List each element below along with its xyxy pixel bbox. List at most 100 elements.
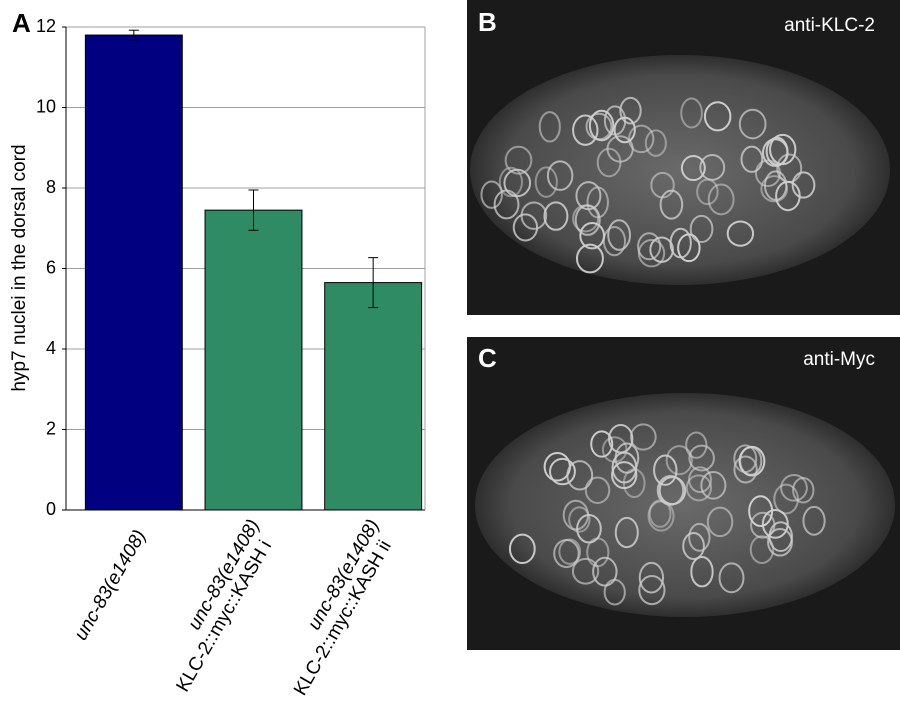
nucleus xyxy=(575,181,602,211)
nucleus xyxy=(700,471,727,500)
micrograph: B anti-KLC-2 xyxy=(467,0,900,315)
nucleus xyxy=(665,445,693,476)
nucleus xyxy=(791,171,816,199)
nucleus xyxy=(592,556,618,587)
nucleus xyxy=(707,183,735,216)
nucleus xyxy=(628,124,655,154)
nucleus xyxy=(685,431,708,459)
nucleus xyxy=(607,219,632,251)
nucleus xyxy=(754,159,782,188)
nucleus xyxy=(688,522,711,552)
image-label: anti-Myc xyxy=(803,349,875,370)
nucleus xyxy=(534,166,558,198)
nucleus xyxy=(575,243,604,274)
nucleus xyxy=(611,451,638,484)
nucleus xyxy=(543,452,571,482)
nucleus xyxy=(538,111,561,143)
nucleus xyxy=(543,201,569,231)
nucleus xyxy=(613,116,636,144)
nucleus xyxy=(718,562,745,594)
nucleus xyxy=(603,578,626,606)
nucleus xyxy=(512,213,539,242)
nucleus xyxy=(568,506,591,533)
nucleus xyxy=(726,220,755,247)
nucleus xyxy=(739,446,763,476)
nucleus xyxy=(601,436,628,463)
nucleus xyxy=(571,557,600,585)
nucleus xyxy=(685,474,713,502)
nucleus xyxy=(776,153,803,183)
error-bar xyxy=(128,29,139,41)
nucleus xyxy=(602,225,627,257)
nucleus xyxy=(682,532,705,561)
nucleus xyxy=(761,509,789,539)
nucleus xyxy=(689,214,714,244)
nucleus xyxy=(762,138,789,167)
nucleus xyxy=(546,160,574,191)
y-axis-label: hyp7 nuclei in the dorsal cord xyxy=(9,144,30,391)
y-tick-label: 4 xyxy=(46,338,56,358)
nucleus xyxy=(688,466,712,494)
nucleus xyxy=(611,461,638,490)
bar xyxy=(84,34,183,511)
nucleus xyxy=(767,527,793,557)
nucleus xyxy=(638,561,665,594)
x-tick-label: unc-83(e1408) xyxy=(71,527,151,645)
panel-letter: C xyxy=(478,343,497,373)
y-tick-label: 8 xyxy=(46,177,56,197)
nucleus xyxy=(498,166,523,198)
nucleus xyxy=(677,233,701,263)
y-tick-label: 12 xyxy=(36,16,56,36)
nucleus xyxy=(649,236,674,263)
bar xyxy=(324,282,423,511)
nucleus xyxy=(680,155,706,182)
nucleus xyxy=(703,101,732,132)
nucleus xyxy=(802,505,826,536)
panel-letter: A xyxy=(12,8,31,38)
micrograph: C anti-Myc xyxy=(467,337,900,650)
nucleus xyxy=(619,96,642,125)
nucleus xyxy=(520,201,548,230)
nucleus xyxy=(549,457,576,486)
nucleus xyxy=(614,516,639,549)
error-bar xyxy=(248,189,259,231)
panel-letter: B xyxy=(478,7,497,37)
nucleus xyxy=(750,511,776,539)
nucleus xyxy=(738,108,767,140)
nucleus xyxy=(647,500,675,532)
y-tick-label: 10 xyxy=(36,96,56,116)
nucleus xyxy=(706,506,734,538)
nucleus xyxy=(572,114,599,146)
nucleus xyxy=(638,575,666,606)
nucleus xyxy=(508,533,536,565)
nucleus xyxy=(690,556,714,588)
nucleus xyxy=(688,444,715,472)
nucleus xyxy=(553,538,580,569)
embryo xyxy=(470,55,890,285)
nucleus xyxy=(749,535,775,564)
nucleus xyxy=(584,476,611,504)
y-tick-label: 2 xyxy=(46,418,56,438)
nucleus xyxy=(576,513,602,544)
nucleus xyxy=(504,145,533,175)
nucleus xyxy=(780,474,808,502)
nucleus xyxy=(644,129,667,157)
nucleus xyxy=(653,454,678,486)
nucleus xyxy=(659,189,684,220)
image-label: anti-KLC-2 xyxy=(784,15,875,36)
error-bar xyxy=(368,257,379,309)
nucleus xyxy=(637,239,666,268)
nucleus xyxy=(480,180,503,209)
y-tick-label: 0 xyxy=(46,499,56,519)
nucleus xyxy=(590,430,614,458)
nucleus xyxy=(740,145,764,173)
y-tick-label: 6 xyxy=(46,257,56,277)
nucleus xyxy=(650,171,675,199)
nucleus xyxy=(773,483,799,515)
nucleus xyxy=(760,175,789,203)
bar xyxy=(204,209,303,511)
nucleus xyxy=(680,97,703,129)
nucleus xyxy=(658,476,687,506)
nucleus xyxy=(696,178,719,206)
nucleus xyxy=(588,109,615,142)
